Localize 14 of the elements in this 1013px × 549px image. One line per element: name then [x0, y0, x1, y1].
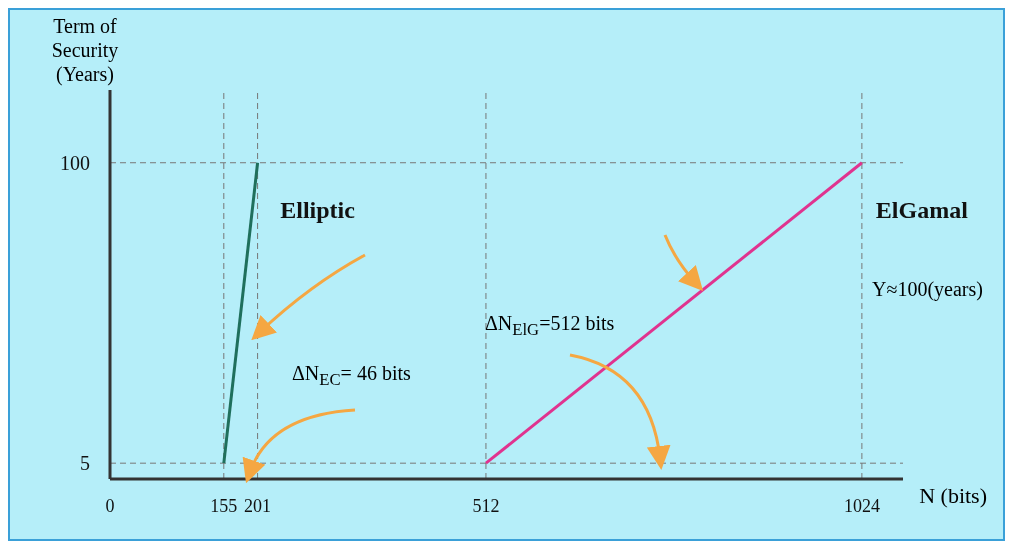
x-axis-title: N (bits): [919, 483, 987, 509]
annotation: ΔN$_{EC}$= 46 bits: [292, 362, 411, 390]
series-label: ElGamal: [875, 196, 969, 223]
x-tick-label: 512: [472, 495, 500, 516]
series-label: Elliptic: [280, 196, 356, 223]
annotation: ΔN$_{ElG}$=512 bits: [485, 312, 615, 340]
y-axis-title: Term of Security (Years): [50, 14, 120, 86]
x-tick-label: 0: [105, 495, 115, 516]
x-tick-label: 201: [244, 495, 272, 516]
y-tick-label: 100: [60, 151, 90, 174]
x-tick-label: 155: [210, 495, 238, 516]
y-tick-label: 5: [80, 452, 90, 475]
x-tick-label: 1024: [843, 495, 880, 516]
annotation: Y≈100(years): [872, 278, 983, 301]
